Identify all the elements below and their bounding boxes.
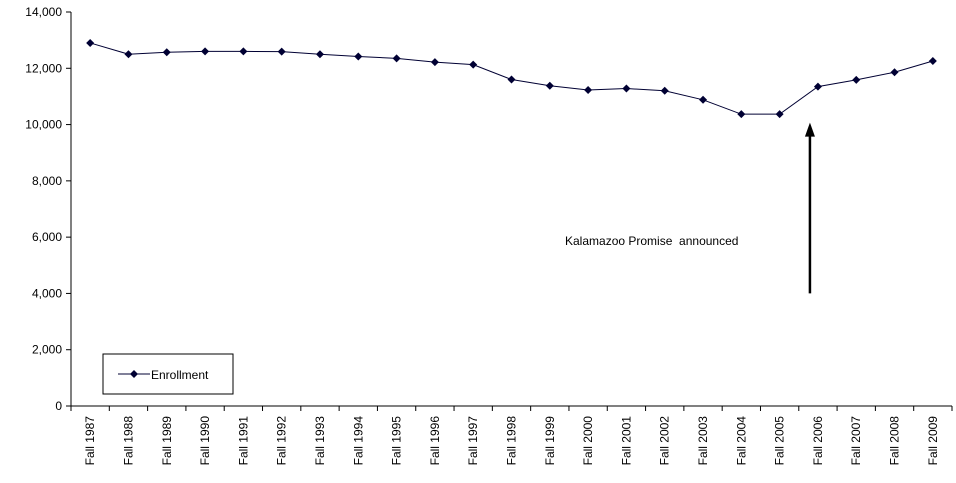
x-tick-label: Fall 1988 bbox=[121, 416, 135, 466]
y-tick-label: 2,000 bbox=[32, 343, 62, 357]
y-axis: 0 2,000 4,000 6,000 8,000 10,000 12,000 14,000 bbox=[25, 5, 72, 413]
x-tick-label: Fall 1989 bbox=[160, 416, 174, 466]
annotation-layer: Kalamazoo Promise announced bbox=[565, 122, 815, 294]
x-tick-label: Fall 1998 bbox=[505, 416, 519, 466]
data-point bbox=[392, 54, 401, 63]
data-point bbox=[775, 110, 784, 119]
legend-marker-diamond bbox=[130, 370, 138, 378]
data-point bbox=[699, 95, 708, 104]
legend-label: Enrollment bbox=[151, 368, 209, 382]
x-tick-label: Fall 2001 bbox=[619, 416, 633, 466]
data-point bbox=[469, 60, 478, 69]
data-point bbox=[162, 48, 171, 57]
data-point bbox=[277, 47, 286, 56]
annotation-text: Kalamazoo Promise announced bbox=[565, 234, 738, 248]
data-point bbox=[852, 75, 861, 84]
data-point bbox=[890, 68, 899, 77]
y-tick-label: 4,000 bbox=[32, 286, 62, 300]
x-tick-label: Fall 2004 bbox=[734, 416, 748, 466]
x-tick-label: Fall 2000 bbox=[581, 416, 595, 466]
data-point bbox=[545, 81, 554, 90]
x-tick-label: Fall 2002 bbox=[658, 416, 672, 466]
data-point bbox=[430, 58, 439, 67]
x-tick-label: Fall 2009 bbox=[926, 416, 940, 466]
data-point bbox=[507, 75, 516, 84]
y-tick-label: 12,000 bbox=[25, 61, 62, 75]
x-tick-label: Fall 1993 bbox=[313, 416, 327, 466]
x-tick-label: Fall 1995 bbox=[390, 416, 404, 466]
x-tick-label: Fall 1987 bbox=[83, 416, 97, 466]
data-point bbox=[928, 56, 937, 65]
x-tick-label: Fall 1994 bbox=[351, 416, 365, 466]
y-tick-label: 0 bbox=[55, 399, 62, 413]
x-axis: Fall 1987 Fall 1988 Fall 1989 Fall 1990 Fall… bbox=[70, 405, 953, 466]
data-point bbox=[354, 52, 363, 61]
x-tick-label: Fall 1996 bbox=[428, 416, 442, 466]
data-point bbox=[584, 85, 593, 94]
y-tick-label: 14,000 bbox=[25, 5, 62, 19]
x-tick-label: Fall 1991 bbox=[236, 416, 250, 466]
series-layer bbox=[86, 38, 937, 119]
data-point bbox=[86, 38, 95, 47]
data-point bbox=[239, 47, 248, 56]
data-point bbox=[813, 82, 822, 91]
data-point bbox=[660, 86, 669, 95]
x-tick-label: Fall 2008 bbox=[888, 416, 902, 466]
data-point bbox=[315, 50, 324, 59]
x-tick-label: Fall 1997 bbox=[466, 416, 480, 466]
annotation-arrow-head bbox=[804, 122, 815, 137]
y-tick-label: 6,000 bbox=[32, 230, 62, 244]
data-point bbox=[737, 110, 746, 119]
data-point bbox=[622, 84, 631, 93]
data-point bbox=[124, 50, 133, 59]
x-tick-label: Fall 1999 bbox=[543, 416, 557, 466]
x-tick-label: Fall 2007 bbox=[849, 416, 863, 466]
x-tick-label: Fall 2005 bbox=[773, 416, 787, 466]
x-tick-label: Fall 2006 bbox=[811, 416, 825, 466]
legend: Enrollment bbox=[102, 353, 234, 395]
y-tick-label: 8,000 bbox=[32, 174, 62, 188]
data-point bbox=[201, 47, 210, 56]
x-tick-label: Fall 2003 bbox=[696, 416, 710, 466]
x-tick-label: Fall 1992 bbox=[275, 416, 289, 466]
x-tick-label: Fall 1990 bbox=[198, 416, 212, 466]
y-tick-label: 10,000 bbox=[25, 118, 62, 132]
